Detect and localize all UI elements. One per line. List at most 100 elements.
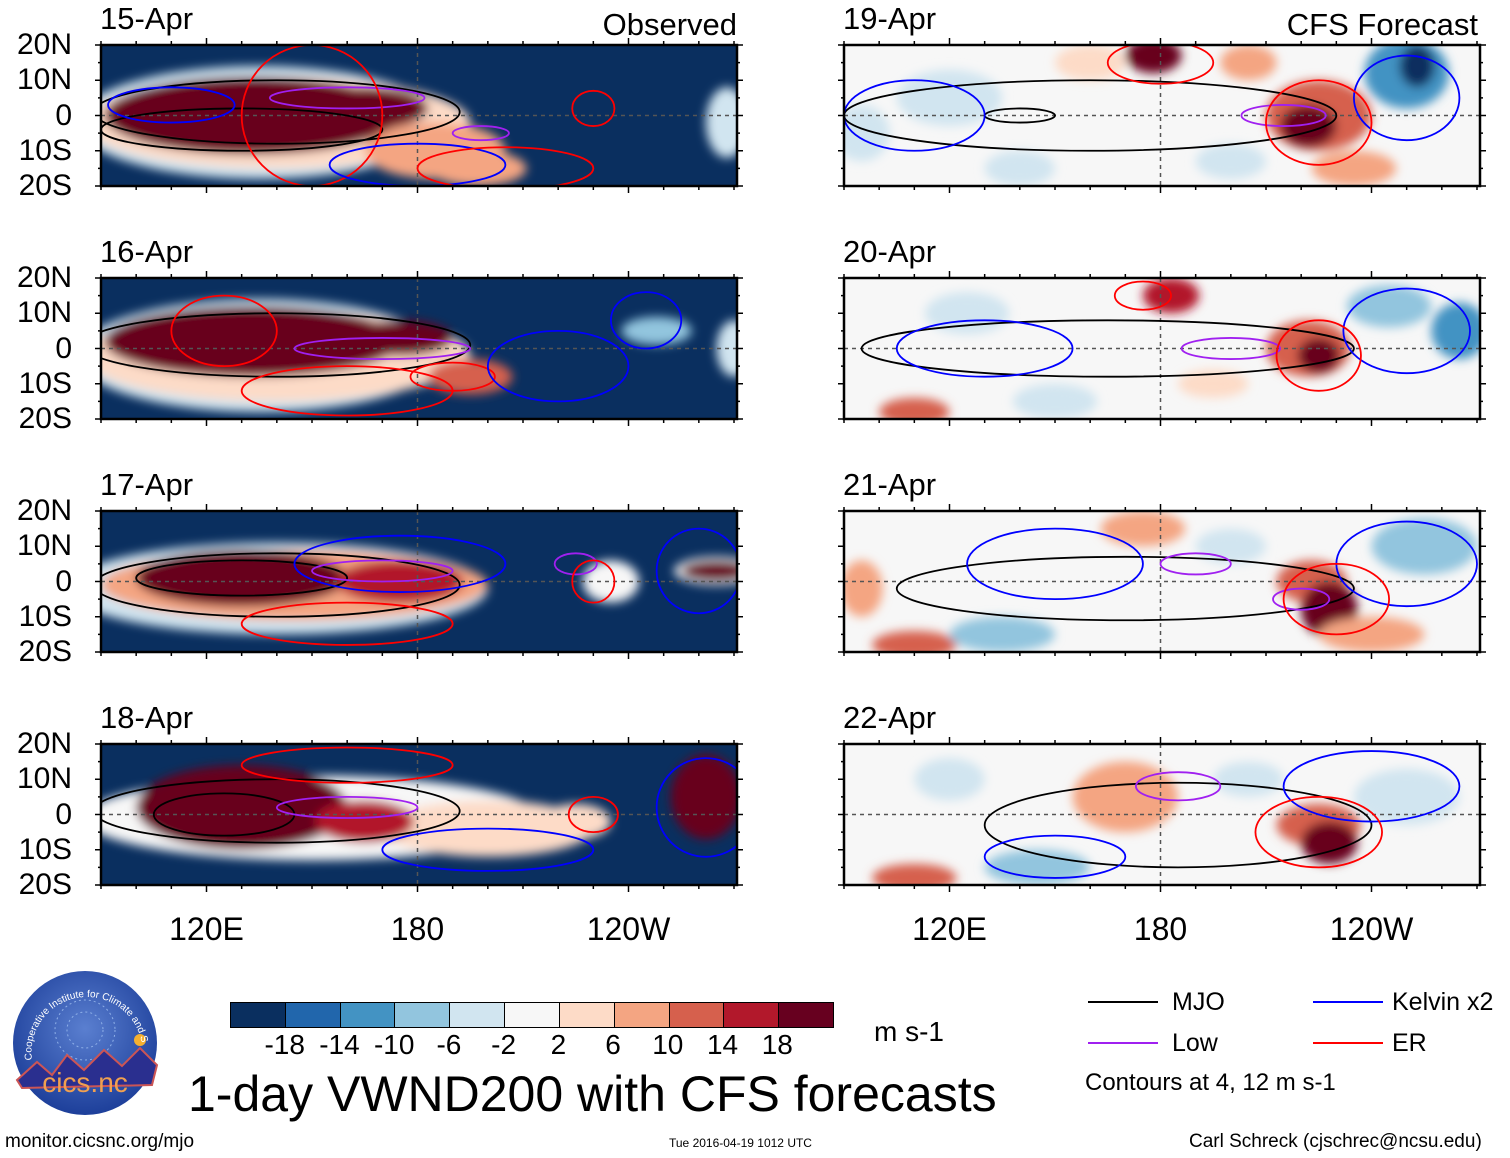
- contour-kelvin: [844, 79, 986, 152]
- contour-kelvin: [486, 329, 630, 403]
- lat-tick-label: 20S: [18, 169, 72, 202]
- lon-tick-label: 180: [390, 911, 445, 947]
- contour-er: [416, 146, 595, 186]
- field-anomaly-blob: [1220, 45, 1277, 81]
- colorbar-swatch: [558, 1003, 614, 1027]
- contour-mjo: [101, 312, 472, 378]
- map-panel-15-Apr: [95, 38, 743, 193]
- contour-kelvin: [1353, 54, 1461, 142]
- field-anomaly-blob: [1178, 369, 1249, 398]
- contour-low: [268, 86, 426, 110]
- contour-low: [1180, 337, 1281, 360]
- lat-tick-label: 20N: [16, 494, 72, 527]
- legend-low-label: Low: [1172, 1029, 1218, 1057]
- lon-tick-label: 120W: [586, 911, 671, 947]
- lat-tick-label: 10N: [16, 762, 72, 796]
- field-anomaly-blob: [1353, 768, 1460, 826]
- contour-kelvin: [983, 834, 1127, 879]
- contour-er: [1265, 79, 1373, 166]
- panel-date-label: 21-Apr: [843, 467, 937, 502]
- contour-low: [451, 125, 510, 142]
- field-anomaly-blob: [1301, 821, 1358, 864]
- field-anomaly-blob: [1012, 383, 1098, 419]
- map-panel-16-Apr: [95, 271, 743, 426]
- field-anomaly-blob: [914, 758, 985, 801]
- contour-low: [1134, 771, 1222, 802]
- contour-mjo: [101, 778, 461, 844]
- field-anomaly-blob: [872, 630, 957, 652]
- contour-low: [275, 795, 419, 819]
- field-anomaly-blob: [984, 849, 1091, 885]
- contour-kelvin: [293, 534, 507, 593]
- panel-date-label: 17-Apr: [100, 467, 194, 502]
- contour-mjo: [101, 552, 461, 618]
- contour-kelvin: [1282, 750, 1461, 823]
- field-anomaly-blob: [705, 87, 737, 158]
- field-anomaly-blob: [104, 306, 400, 377]
- legend-mjo-label: MJO: [1172, 988, 1225, 1016]
- contour-low: [1272, 587, 1331, 611]
- field-anomaly-blob: [1072, 761, 1179, 833]
- field-anomaly-blob: [670, 754, 737, 840]
- contour-er: [1113, 280, 1172, 311]
- field-anomaly-blob: [315, 800, 414, 843]
- lon-tick-label: 120E: [169, 911, 244, 947]
- footer-url[interactable]: monitor.cicsnc.org/mjo: [5, 1131, 195, 1152]
- contour-mjo: [844, 79, 1338, 152]
- field-anomaly-blob: [949, 616, 1055, 652]
- contour-er: [409, 361, 496, 392]
- field-anomaly-blob: [136, 549, 348, 607]
- contour-mjo: [101, 79, 461, 145]
- colorbar-swatch: [284, 1003, 340, 1027]
- panel-date-label: 16-Apr: [100, 234, 194, 269]
- field-anomaly-blob: [844, 104, 890, 162]
- map-panel-17-Apr: [95, 504, 743, 659]
- field-anomaly-blob: [1297, 337, 1340, 374]
- lat-tick-label: 0: [55, 564, 72, 598]
- chart-title: 1-day VWND200 with CFS forecasts: [188, 1066, 997, 1122]
- colorbar-tick-label: -2: [491, 1029, 517, 1060]
- contour-kelvin: [966, 527, 1144, 601]
- contour-kelvin: [610, 291, 683, 350]
- contour-er: [1254, 795, 1383, 869]
- lat-tick-label: 10N: [16, 529, 72, 563]
- colorbar-swatch: [231, 1003, 285, 1027]
- map-panel-20-Apr: [838, 271, 1486, 426]
- svg-text:cics.nc: cics.nc: [42, 1067, 128, 1098]
- field-anomaly-blob: [681, 560, 737, 582]
- colorbar-tick-label: 18: [761, 1029, 793, 1060]
- contour-er: [1282, 562, 1390, 636]
- field-anomaly-blob: [1100, 511, 1186, 547]
- contour-kelvin: [381, 827, 595, 872]
- colorbar-units: m s-1: [874, 1016, 944, 1047]
- contour-mjo: [895, 555, 1355, 622]
- field-anomaly-blob: [1431, 302, 1480, 360]
- lon-tick-label: 120E: [912, 911, 987, 947]
- forecast-label: CFS Forecast: [1286, 7, 1478, 42]
- field-anomaly-blob: [428, 359, 513, 395]
- colorbar-swatch: [339, 1003, 395, 1027]
- colorbar-swatch: [449, 1003, 505, 1027]
- field-anomaly-blob: [879, 397, 950, 419]
- field-anomaly-blob: [1125, 45, 1182, 74]
- footer-timestamp: Tue 2016-04-19 1012 UTC: [669, 1136, 812, 1150]
- contour-low: [553, 552, 598, 576]
- contour-er: [571, 559, 616, 604]
- colorbar-swatch: [613, 1003, 669, 1027]
- map-panel-19-Apr: [838, 38, 1486, 193]
- lat-tick-label: 20S: [18, 635, 72, 668]
- map-panel-22-Apr: [838, 737, 1486, 892]
- contour-er: [1106, 45, 1215, 85]
- contour-kelvin: [655, 757, 737, 858]
- contour-er: [567, 795, 619, 834]
- colorbar-swatch: [394, 1003, 450, 1027]
- lat-tick-label: 0: [55, 331, 72, 365]
- contour-mjo: [983, 781, 1373, 869]
- lat-tick-label: 0: [55, 98, 72, 132]
- field-anomaly-blob: [1213, 761, 1284, 797]
- colorbar-swatch: [668, 1003, 724, 1027]
- lat-tick-label: 10S: [18, 133, 72, 167]
- colorbar-tick-label: 10: [652, 1029, 684, 1060]
- lat-tick-label: 10S: [18, 366, 72, 400]
- field-anomaly-blob: [582, 560, 640, 603]
